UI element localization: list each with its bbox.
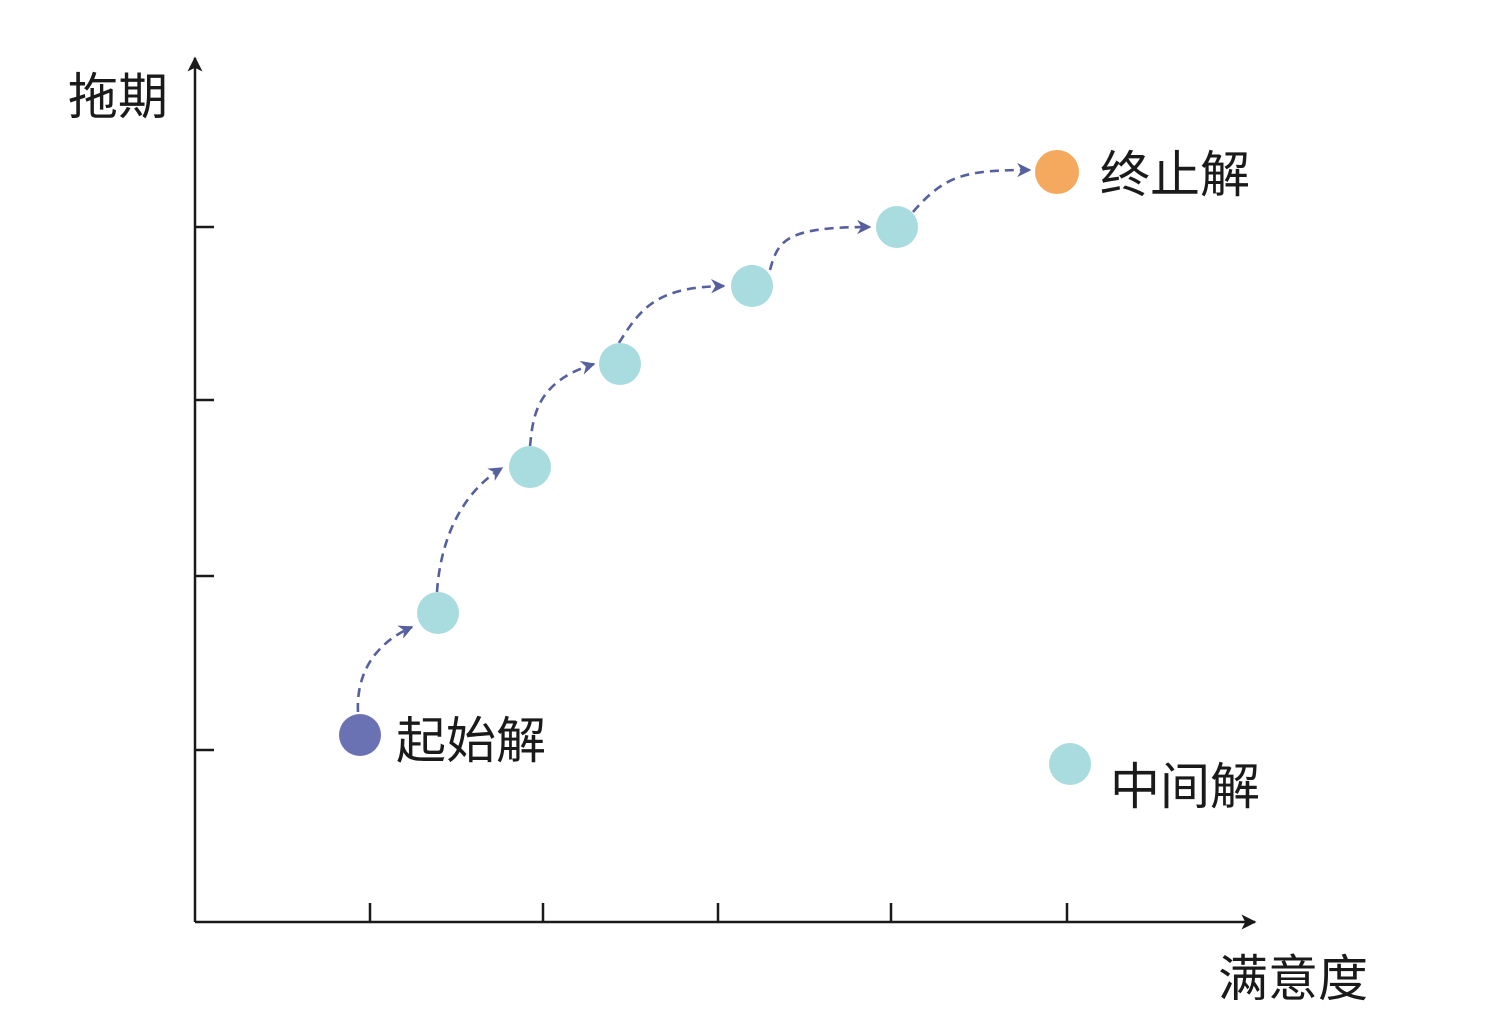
intermediate-solution-node xyxy=(876,206,918,248)
y-axis-label: 拖期 xyxy=(68,68,168,126)
legend-intermediate-label: 中间解 xyxy=(1110,758,1260,816)
x-ticks xyxy=(368,903,1069,922)
intermediate-solution-node xyxy=(731,265,773,307)
y-ticks xyxy=(195,225,214,752)
path-arrow xyxy=(768,219,872,271)
start-solution-node xyxy=(339,714,381,756)
legend-intermediate-marker xyxy=(1049,743,1091,785)
intermediate-solution-node xyxy=(417,592,459,634)
end-solution-node xyxy=(1035,150,1079,194)
start-solution-label: 起始解 xyxy=(396,712,546,770)
axes: 拖期 满意度 xyxy=(68,56,1368,1008)
x-axis-label: 满意度 xyxy=(1218,950,1368,1008)
path-arrow xyxy=(912,162,1032,213)
legend: 中间解 xyxy=(1049,743,1260,816)
end-solution-label: 终止解 xyxy=(1100,146,1250,204)
solution-nodes xyxy=(339,150,1079,756)
path-arrow xyxy=(356,625,414,713)
path-arrow xyxy=(617,279,726,344)
search-path-arrows xyxy=(356,162,1032,713)
path-arrow xyxy=(435,466,504,593)
path-arrow xyxy=(528,360,596,447)
intermediate-solution-node xyxy=(599,343,641,385)
intermediate-solution-node xyxy=(509,446,551,488)
